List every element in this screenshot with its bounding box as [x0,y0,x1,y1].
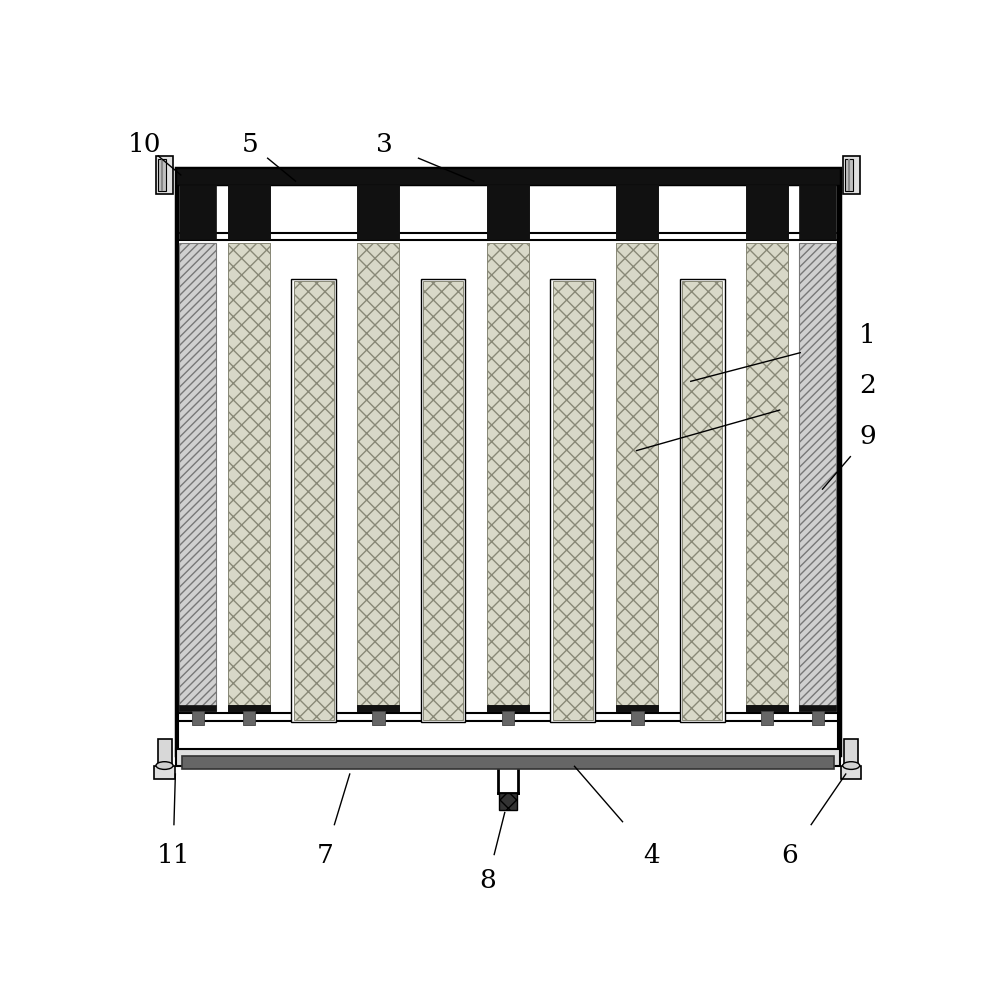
Text: 2: 2 [859,373,876,397]
Bar [812,711,824,725]
Bar [487,185,529,239]
Bar [179,185,216,239]
Bar [616,705,658,711]
Bar [616,243,658,711]
Bar [357,185,399,239]
Bar [372,711,385,725]
Bar [746,243,788,711]
Bar [357,705,399,711]
Bar [178,185,838,752]
Bar [357,243,399,711]
Text: 4: 4 [644,844,660,869]
Bar [182,756,834,769]
Bar [746,705,788,711]
Bar [746,705,788,711]
Text: 3: 3 [376,131,393,156]
Bar [746,243,788,711]
Text: 6: 6 [782,844,798,869]
Bar [844,739,858,770]
Bar [487,185,529,239]
Bar [154,766,175,780]
Bar [423,281,463,720]
Bar [357,705,399,711]
Bar [845,158,853,191]
Bar [176,749,840,766]
Text: 1: 1 [859,323,876,348]
Bar [799,243,836,711]
Bar [616,185,658,239]
Text: 5: 5 [242,131,259,156]
Bar [179,705,216,711]
Bar [553,281,593,720]
Ellipse shape [156,762,173,769]
Bar [294,281,334,720]
Bar [843,155,860,194]
Bar [799,185,836,239]
Bar [421,279,465,722]
Bar [616,185,658,239]
Bar [487,705,529,711]
Bar [179,243,216,711]
Bar [487,243,529,711]
Bar [243,711,255,725]
Bar [799,705,836,711]
Bar [156,155,173,194]
Bar [176,168,840,755]
Bar [487,705,529,711]
Bar [228,705,270,711]
Bar [176,168,840,185]
Bar [616,705,658,711]
Bar [631,711,644,725]
Bar [746,185,788,239]
Text: 10: 10 [128,131,161,156]
Bar [158,158,166,191]
Bar [291,279,336,722]
Bar [616,243,658,711]
Bar [841,766,861,780]
Bar [228,705,270,711]
Bar [357,243,399,711]
Bar [550,279,595,722]
Text: 8: 8 [479,868,496,892]
Bar [158,739,172,770]
Bar [502,711,514,725]
Bar [487,243,529,711]
Bar [680,279,725,722]
Bar [228,185,270,239]
Ellipse shape [843,762,860,769]
Bar [761,711,773,725]
Text: 11: 11 [156,844,190,869]
Text: 9: 9 [859,424,876,449]
Bar [192,711,204,725]
Bar [499,793,517,810]
Bar [228,243,270,711]
Bar [228,243,270,711]
Bar [357,185,399,239]
Bar [682,281,722,720]
Bar [746,185,788,239]
Bar [228,185,270,239]
Text: 7: 7 [317,844,333,869]
